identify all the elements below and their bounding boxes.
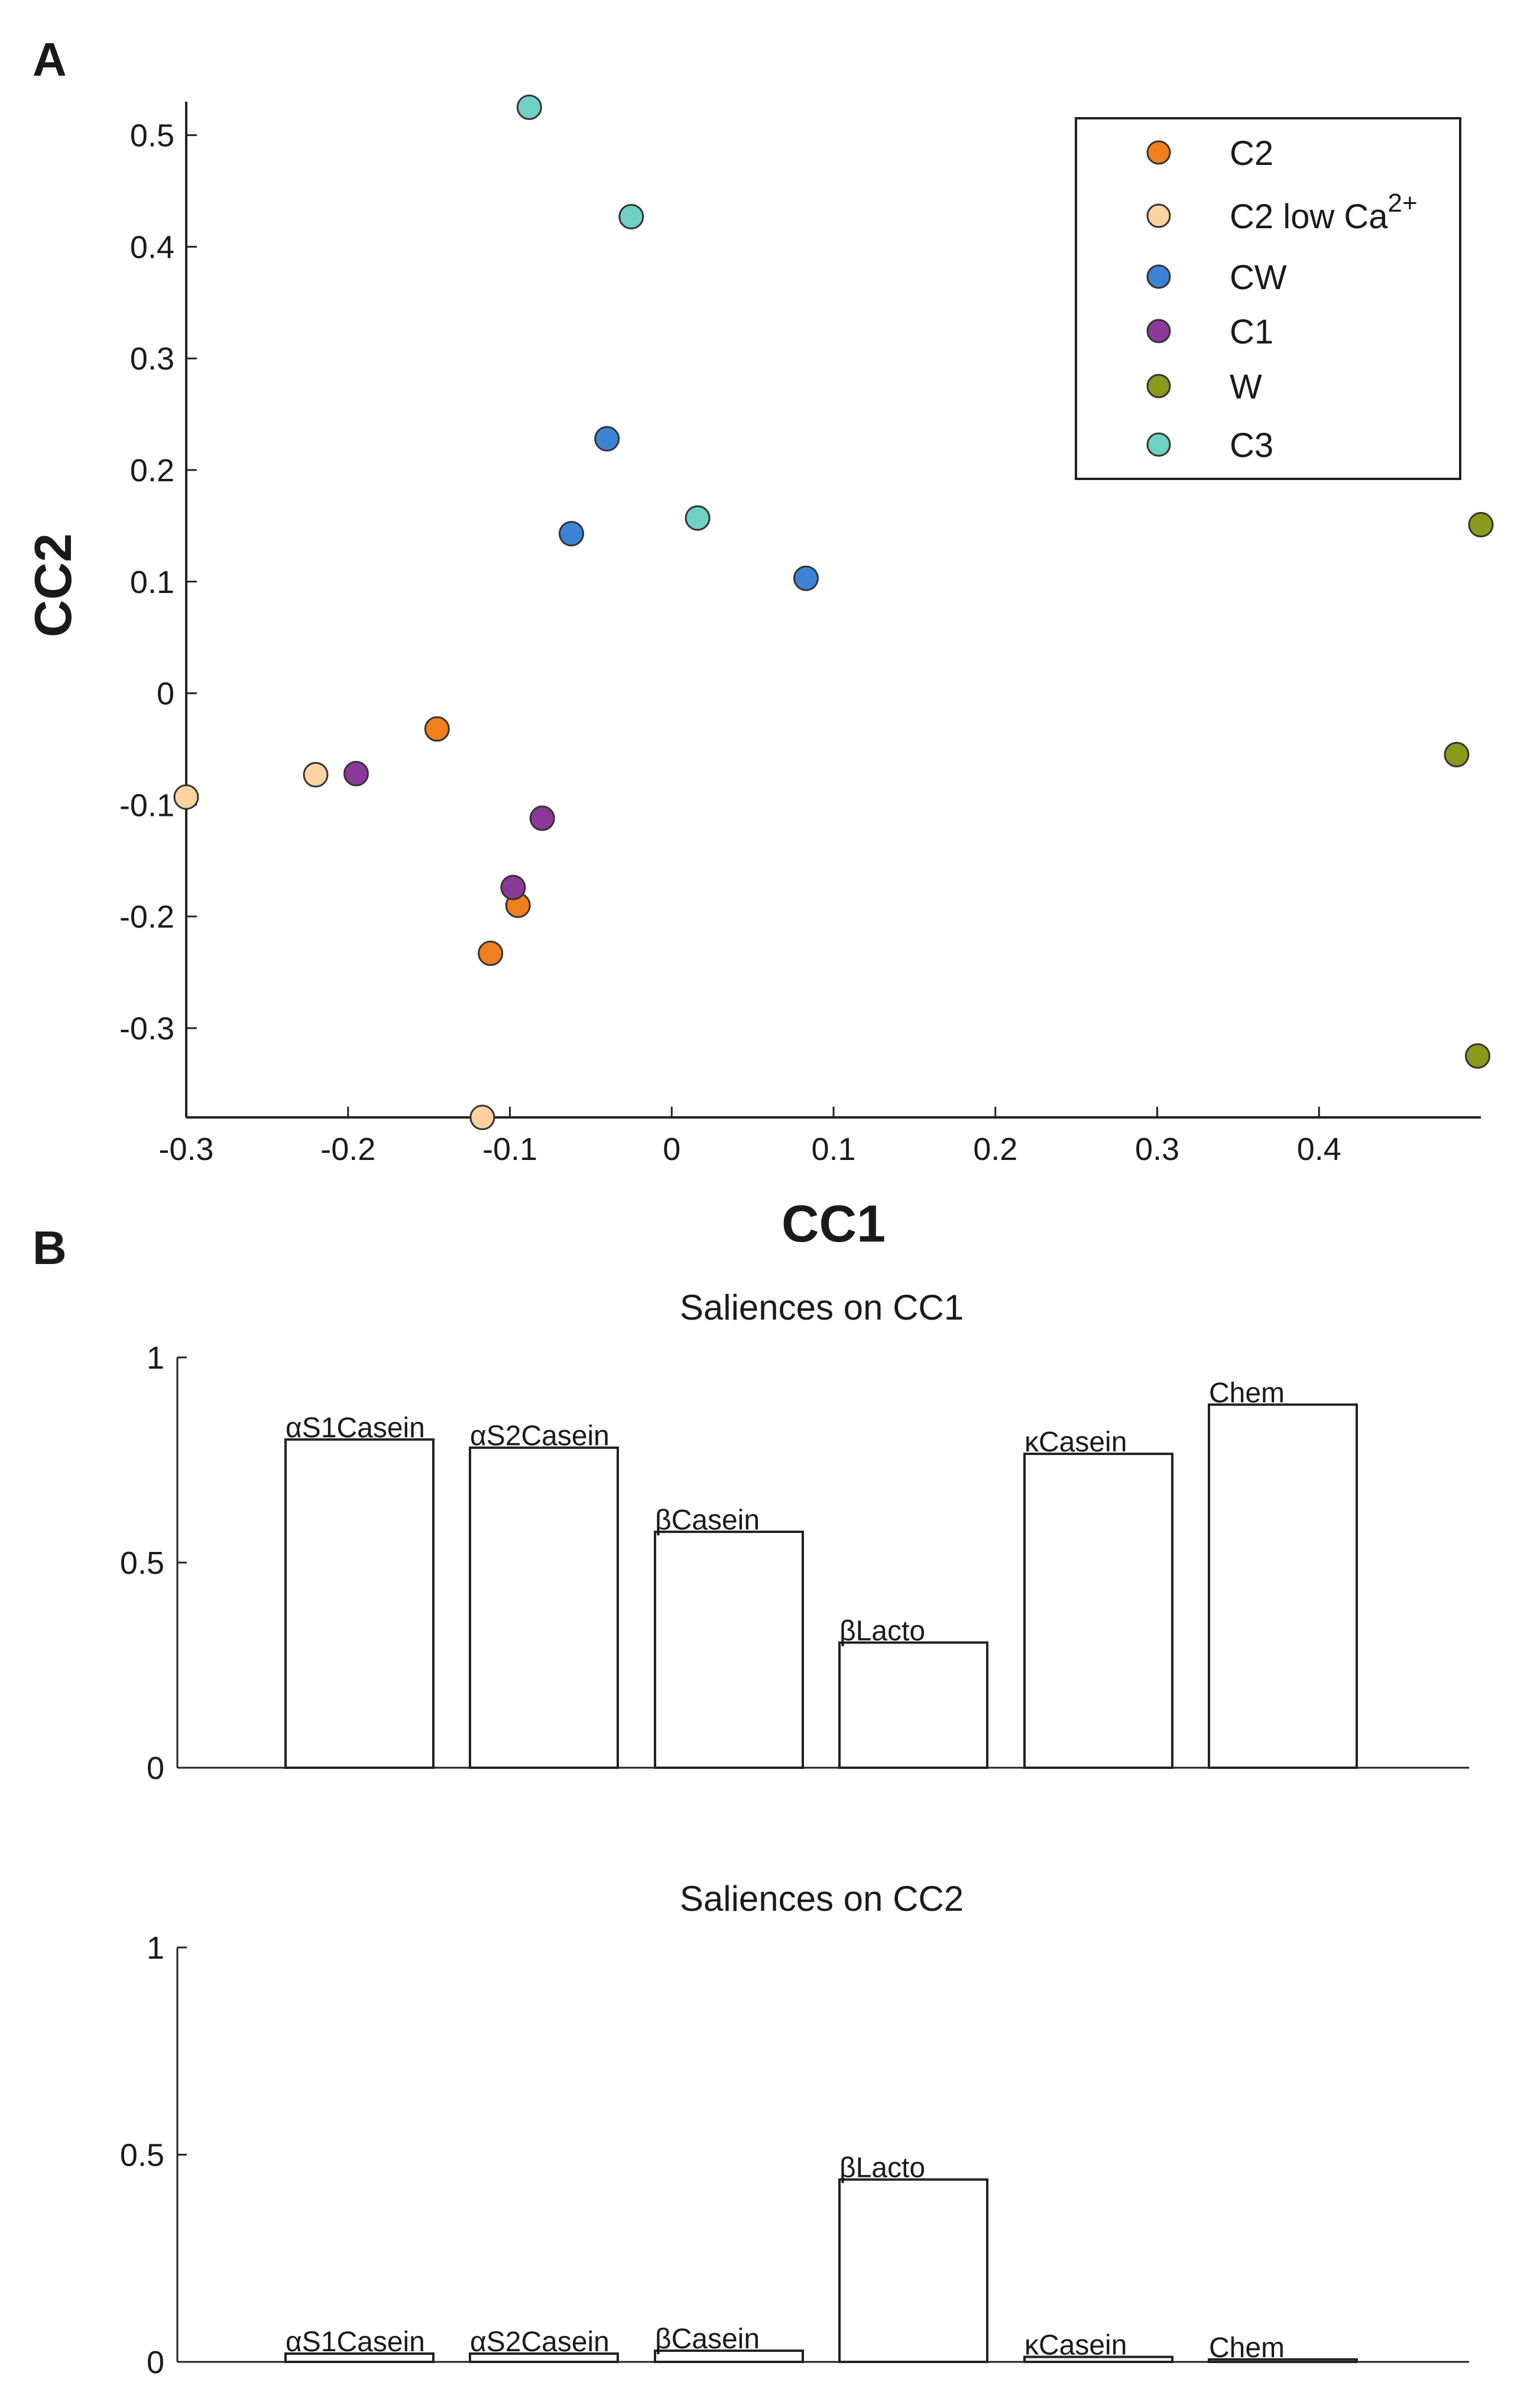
bar-label: βCasein xyxy=(655,2323,760,2355)
y-tick-label: 0 xyxy=(157,676,174,712)
x-axis-title: CC1 xyxy=(782,1194,886,1253)
legend-label: C1 xyxy=(1230,313,1273,351)
legend-marker xyxy=(1146,203,1171,228)
x-tick-label: 0 xyxy=(663,1132,680,1167)
bar xyxy=(1023,2355,1173,2363)
bar-label: βCasein xyxy=(655,1505,760,1536)
panel-label-b: B xyxy=(33,1221,67,1274)
legend-label: W xyxy=(1230,368,1262,406)
bar-label: βLacto xyxy=(839,1615,925,1647)
legend-marker xyxy=(1146,432,1171,457)
point-c2-low-ca xyxy=(303,761,329,787)
y-tick-label: 0 xyxy=(147,1751,164,1786)
point-c1 xyxy=(343,761,369,787)
y-tick-label: 0.5 xyxy=(120,2138,164,2173)
y-tick-label: 0.5 xyxy=(120,1545,164,1581)
bar xyxy=(284,2352,435,2363)
legend-label: CW xyxy=(1230,258,1287,297)
point-c3 xyxy=(618,203,644,229)
point-cw xyxy=(594,426,620,452)
bar-label: Chem xyxy=(1209,2332,1285,2364)
bar-label: Chem xyxy=(1209,1378,1285,1409)
chart-title: Saliences on CC2 xyxy=(680,1879,964,1918)
legend-marker xyxy=(1146,264,1171,289)
bar-label: κCasein xyxy=(1024,2330,1127,2361)
bar-chart-cc1: Saliences on CC1 1 0.5 0 αS1Casein αS2Casein β… xyxy=(120,1288,1469,1786)
y-tick-label: -0.1 xyxy=(119,787,174,823)
legend-label: C2 xyxy=(1230,134,1273,173)
bar-label: αS2Casein xyxy=(470,1421,609,1452)
point-c2-low-ca xyxy=(173,784,199,810)
y-tick-label: 0.3 xyxy=(130,341,174,377)
legend-marker xyxy=(1146,319,1171,343)
legend-marker xyxy=(1146,140,1171,165)
x-tick-label: -0.2 xyxy=(320,1132,375,1167)
bar xyxy=(469,1446,619,1769)
bar xyxy=(654,1530,804,1769)
x-tick-label: 0.4 xyxy=(1297,1132,1341,1167)
x-tick-label: -0.3 xyxy=(158,1132,213,1167)
y-tick-label: 0.2 xyxy=(130,453,174,488)
legend: C2 C2 low Ca2+ CW C1 W C3 xyxy=(1075,117,1461,480)
x-tick-label: 0.1 xyxy=(811,1132,855,1167)
x-tick-label: -0.1 xyxy=(482,1132,537,1167)
panel-label-a: A xyxy=(33,33,67,86)
y-tick-label: 0.1 xyxy=(130,565,174,600)
chart-title: Saliences on CC1 xyxy=(680,1288,964,1327)
point-c1 xyxy=(500,874,526,900)
point-w xyxy=(1465,1043,1491,1069)
bar-label: βLacto xyxy=(839,2153,925,2184)
bar xyxy=(1208,1403,1358,1769)
point-c3 xyxy=(685,505,711,531)
legend-marker xyxy=(1146,374,1171,398)
bar-chart-cc2: Saliences on CC2 1 0.5 0 αS1Casein αS2Casein β… xyxy=(120,1879,1469,2380)
point-cw xyxy=(793,565,819,591)
bar xyxy=(1208,2358,1358,2363)
bar xyxy=(838,1641,988,1769)
bar xyxy=(654,2349,804,2363)
x-tick-label: 0.2 xyxy=(973,1132,1017,1167)
bar-label: αS2Casein xyxy=(470,2326,609,2358)
point-w xyxy=(1468,512,1494,538)
bar xyxy=(1023,1453,1173,1769)
point-c2 xyxy=(424,716,450,742)
point-c1 xyxy=(529,805,555,831)
y-tick-label: 1 xyxy=(147,1930,164,1966)
y-axis-title: CC2 xyxy=(24,533,82,637)
legend-box xyxy=(1075,117,1461,480)
bar xyxy=(469,2352,619,2363)
x-tick-label: 0.3 xyxy=(1135,1132,1179,1167)
point-c3 xyxy=(516,94,542,120)
y-tick-label: -0.2 xyxy=(119,899,174,935)
legend-label: C2 low Ca2+ xyxy=(1230,189,1418,236)
y-tick-label: 0.4 xyxy=(130,229,174,265)
point-cw xyxy=(559,521,585,547)
bar-label: αS1Casein xyxy=(286,2326,425,2358)
bar-label: αS1Casein xyxy=(286,1412,425,1444)
bar xyxy=(838,2178,988,2364)
bar-label: κCasein xyxy=(1024,1427,1127,1458)
point-c2-low-ca xyxy=(469,1104,495,1130)
scatter-chart: -0.3 -0.2 -0.1 0 0.1 0.2 0.3 0.4 0.5 0.4 0.3 0.2 0.1… xyxy=(24,94,1494,1253)
bar xyxy=(284,1438,435,1769)
y-tick-label: 0.5 xyxy=(130,118,174,154)
point-w xyxy=(1444,741,1470,767)
legend-label: C3 xyxy=(1230,426,1273,465)
point-c2 xyxy=(478,940,504,966)
y-tick-label: -0.3 xyxy=(119,1011,174,1046)
y-tick-label: 0 xyxy=(147,2345,164,2380)
y-tick-label: 1 xyxy=(147,1340,164,1376)
